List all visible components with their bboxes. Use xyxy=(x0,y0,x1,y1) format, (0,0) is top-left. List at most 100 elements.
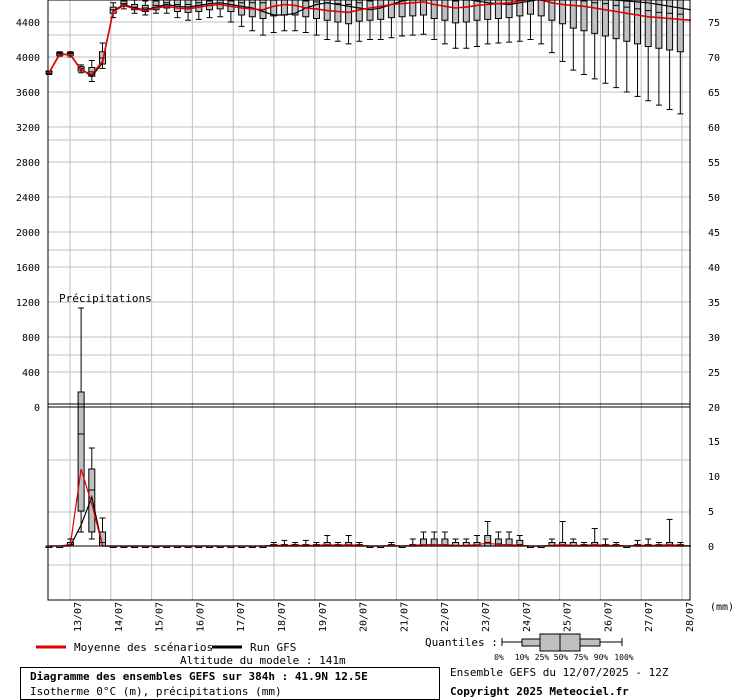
precip-box xyxy=(88,447,96,540)
x-tick-label: 25/07 xyxy=(563,602,574,632)
isotherm-box xyxy=(676,0,684,115)
isotherm-box xyxy=(623,0,631,93)
isotherm-box xyxy=(634,0,641,97)
quantile-tick-label: 50% xyxy=(554,653,569,662)
right-tick-label: 30 xyxy=(708,333,720,344)
axes xyxy=(47,0,691,601)
isotherm-mean-line xyxy=(48,0,692,76)
right-tick-label: 40 xyxy=(708,263,720,274)
x-tick-label: 13/07 xyxy=(73,602,84,632)
gfs-legend-label: Run GFS xyxy=(250,641,296,654)
right-tick-label: 0 xyxy=(708,542,714,553)
isotherm-box xyxy=(484,0,492,45)
title-box xyxy=(20,667,440,700)
plot-frame xyxy=(47,0,691,601)
x-tick-label: 26/07 xyxy=(603,602,614,632)
right-tick-label: 55 xyxy=(708,158,720,169)
run-info: Ensemble GEFS du 12/07/2025 - 12Z xyxy=(450,666,669,679)
isotherm-box xyxy=(548,0,556,54)
isotherm-box xyxy=(655,0,663,106)
isotherm-box xyxy=(430,0,438,40)
x-tick-label: 18/07 xyxy=(277,602,288,632)
quantile-tick-label: 10% xyxy=(515,653,530,662)
x-tick-label: 23/07 xyxy=(481,602,492,632)
isotherm-box xyxy=(152,0,160,14)
quantile-tick-label: 0% xyxy=(494,653,504,662)
x-tick-label: 15/07 xyxy=(155,602,166,632)
left-tick-label: 400 xyxy=(22,368,40,379)
isotherm-box xyxy=(494,0,502,44)
x-tick-label: 20/07 xyxy=(359,602,370,632)
quantile-legend-glyph xyxy=(501,633,623,652)
left-tick-label: 4400 xyxy=(16,18,40,29)
right-tick-label: 35 xyxy=(708,298,720,309)
isotherm-box xyxy=(398,0,406,37)
precipitation-label: Précipitations xyxy=(59,292,152,305)
left-tick-label: 4000 xyxy=(16,53,40,64)
isotherm-box xyxy=(184,0,192,21)
mean-legend-label: Moyenne des scénarios xyxy=(74,641,213,654)
isotherm-box xyxy=(377,0,385,40)
right-tick-label: 50 xyxy=(708,193,720,204)
isotherm-box xyxy=(420,0,427,35)
x-tick-label: 24/07 xyxy=(522,602,533,632)
right-tick-label: 70 xyxy=(708,53,720,64)
x-tick-label: 27/07 xyxy=(644,602,655,632)
right-tick-label: 20 xyxy=(708,403,720,414)
isotherm-box xyxy=(527,0,534,40)
right-tick-label: 25 xyxy=(708,368,720,379)
quantiles-label: Quantiles : xyxy=(425,636,498,649)
x-tick-label: 17/07 xyxy=(236,602,247,632)
x-tick-label: 22/07 xyxy=(440,602,451,632)
altitude-label: Altitude du modele : 141m xyxy=(180,654,346,667)
right-tick-label: 65 xyxy=(708,88,720,99)
isotherm-box xyxy=(580,0,588,75)
isotherm-gfs-line xyxy=(48,0,692,78)
isotherm-box xyxy=(516,0,524,42)
left-tick-label: 800 xyxy=(22,333,40,344)
isotherm-box xyxy=(452,0,460,49)
x-tick-label: 14/07 xyxy=(114,602,125,632)
right-axis-unit: (mm) xyxy=(710,602,734,613)
chart-title: Diagramme des ensembles GEFS sur 384h : … xyxy=(30,670,368,683)
isotherm-box xyxy=(441,0,449,45)
left-tick-label: 0 xyxy=(34,403,40,414)
left-tick-label: 3600 xyxy=(16,88,40,99)
right-tick-label: 45 xyxy=(708,228,720,239)
quantile-tick-label: 100% xyxy=(614,653,633,662)
right-tick-label: 10 xyxy=(708,472,720,483)
isotherm-box xyxy=(612,0,620,89)
x-tick-label: 21/07 xyxy=(399,602,410,632)
isotherm-box xyxy=(291,0,299,32)
left-tick-label: 1600 xyxy=(16,263,40,274)
x-tick-label: 19/07 xyxy=(318,602,329,632)
x-tick-label: 28/07 xyxy=(685,602,696,632)
left-tick-label: 2400 xyxy=(16,193,40,204)
right-tick-label: 60 xyxy=(708,123,720,134)
isotherm-box xyxy=(559,0,567,62)
tick-labels: 4400400036003200280024002000160012008004… xyxy=(16,18,720,632)
x-tick-label: 16/07 xyxy=(195,602,206,632)
isotherm-box xyxy=(601,0,609,84)
left-tick-label: 2800 xyxy=(16,158,40,169)
isotherm-box xyxy=(505,0,513,43)
isotherm-box xyxy=(666,0,674,110)
isotherm-box xyxy=(591,0,599,80)
quantile-tick-label: 90% xyxy=(594,653,609,662)
isotherm-box xyxy=(473,0,481,47)
left-tick-label: 3200 xyxy=(16,123,40,134)
quantile-ticks: 0% 10% 25% 50% 75% 90% 100% xyxy=(494,653,634,662)
left-tick-label: 2000 xyxy=(16,228,40,239)
isotherm-box xyxy=(644,0,652,102)
chart-subtitle: Isotherme 0°C (m), précipitations (mm) xyxy=(30,685,282,698)
right-tick-label: 5 xyxy=(708,507,714,518)
right-tick-label: 75 xyxy=(708,18,720,29)
left-tick-label: 1200 xyxy=(16,298,40,309)
quantile-tick-label: 75% xyxy=(574,653,589,662)
copyright: Copyright 2025 Meteociel.fr xyxy=(450,685,629,698)
quantile-tick-label: 25% xyxy=(535,653,550,662)
grid-lines xyxy=(48,0,690,600)
isotherm-box xyxy=(537,0,545,45)
